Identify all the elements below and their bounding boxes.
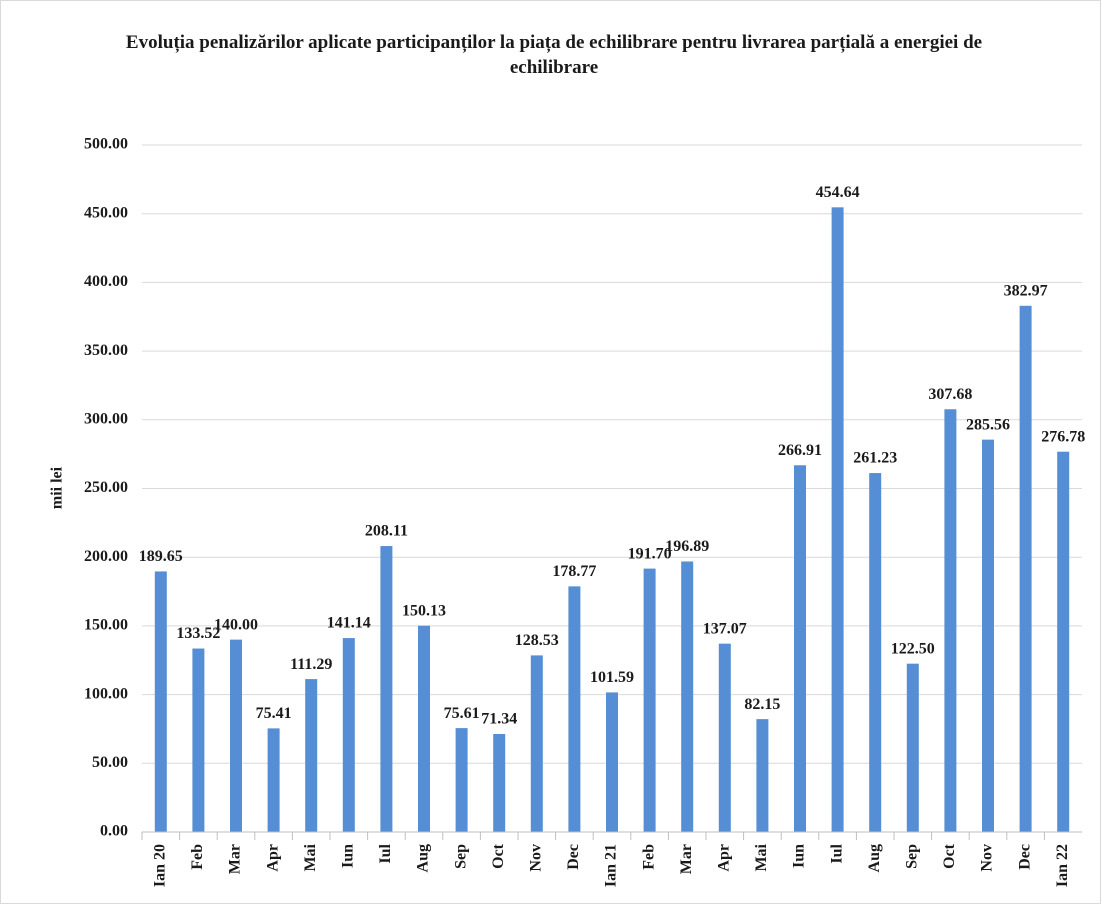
bar [643,568,656,832]
x-tick-label: Ian 21 [603,844,620,887]
bar [606,692,618,832]
bar [794,465,806,832]
y-tick-label: 0.00 [100,823,128,840]
bar [305,679,318,832]
value-label: 208.11 [365,523,408,540]
x-tick-label: Feb [189,844,206,870]
bar [342,638,355,832]
y-tick-label: 150.00 [84,617,128,634]
y-tick-label: 500.00 [84,136,128,153]
bar [681,561,694,832]
chart-title: Evoluția penalizărilor aplicate particip… [125,32,983,78]
value-label: 454.64 [816,184,860,201]
y-tick-label: 350.00 [84,342,128,359]
value-label: 189.65 [139,548,183,565]
value-label: 178.77 [552,563,596,580]
y-tick-label: 100.00 [84,685,128,702]
y-axis-label: mii lei [49,466,66,509]
x-tick-label: Aug [866,844,883,872]
x-tick-label: Oct [490,843,507,869]
x-tick-label: Aug [415,844,432,872]
x-tick-label: Mar [678,844,695,874]
value-label: 150.13 [402,602,446,619]
x-tick-label: Sep [903,844,920,869]
x-tick-label: Dec [565,844,582,870]
y-tick-label: 200.00 [84,548,128,565]
bar [1019,305,1032,833]
bar [455,728,468,832]
bar [906,663,919,832]
x-tick-label: Feb [640,844,657,870]
value-label: 261.23 [853,450,897,467]
value-label: 122.50 [891,640,935,657]
x-tick-label: Mar [227,844,244,874]
value-label: 285.56 [966,416,1010,433]
bar [944,409,957,832]
value-label: 133.52 [176,625,220,642]
value-label: 128.53 [515,632,559,649]
x-tick-label: Apr [715,844,732,872]
value-label: 266.91 [778,442,822,459]
value-label: 82.15 [744,696,780,713]
value-label: 276.78 [1041,428,1085,445]
bar [869,473,882,832]
bar [380,546,393,832]
x-tick-label: Sep [452,844,469,869]
bar [154,571,167,832]
value-label: 382.97 [1004,282,1048,299]
value-label: 71.34 [481,711,517,728]
bar [418,625,430,832]
x-tick-label: Iun [791,844,808,868]
value-label: 111.29 [290,656,332,673]
bar [1057,451,1070,832]
bar [230,639,242,832]
x-tick-label: Ian 20 [151,844,168,887]
x-tick-label: Iun [339,844,356,868]
value-label: 191.70 [628,545,672,562]
value-label: 75.41 [256,705,292,722]
bar [493,733,506,832]
y-tick-label: 450.00 [84,204,128,221]
x-tick-label: Mai [302,843,319,871]
y-tick-label: 250.00 [84,479,128,496]
bar [530,655,543,832]
y-tick-label: 400.00 [84,273,128,290]
bar [831,207,844,832]
value-label: 75.61 [444,705,480,722]
x-tick-label: Mai [753,843,770,871]
value-label: 140.00 [214,616,258,633]
value-label: 141.14 [327,615,371,632]
x-tick-label: Iul [828,843,845,863]
bar [267,728,280,832]
bar [192,648,205,832]
bar [756,719,769,832]
value-label: 101.59 [590,669,634,686]
value-label: 307.68 [928,386,972,403]
y-tick-label: 50.00 [92,754,128,771]
bar [982,439,994,832]
bar [718,643,731,832]
x-tick-label: Ian 22 [1054,844,1071,887]
x-tick-label: Apr [264,844,281,872]
x-tick-label: Nov [527,844,544,872]
x-tick-label: Oct [941,843,958,869]
x-tick-label: Iul [377,843,394,863]
bar [568,586,581,832]
y-tick-label: 300.00 [84,410,128,427]
value-label: 196.89 [665,538,709,555]
value-label: 137.07 [703,620,747,637]
x-tick-label: Dec [1016,844,1033,870]
x-tick-label: Nov [979,844,996,872]
